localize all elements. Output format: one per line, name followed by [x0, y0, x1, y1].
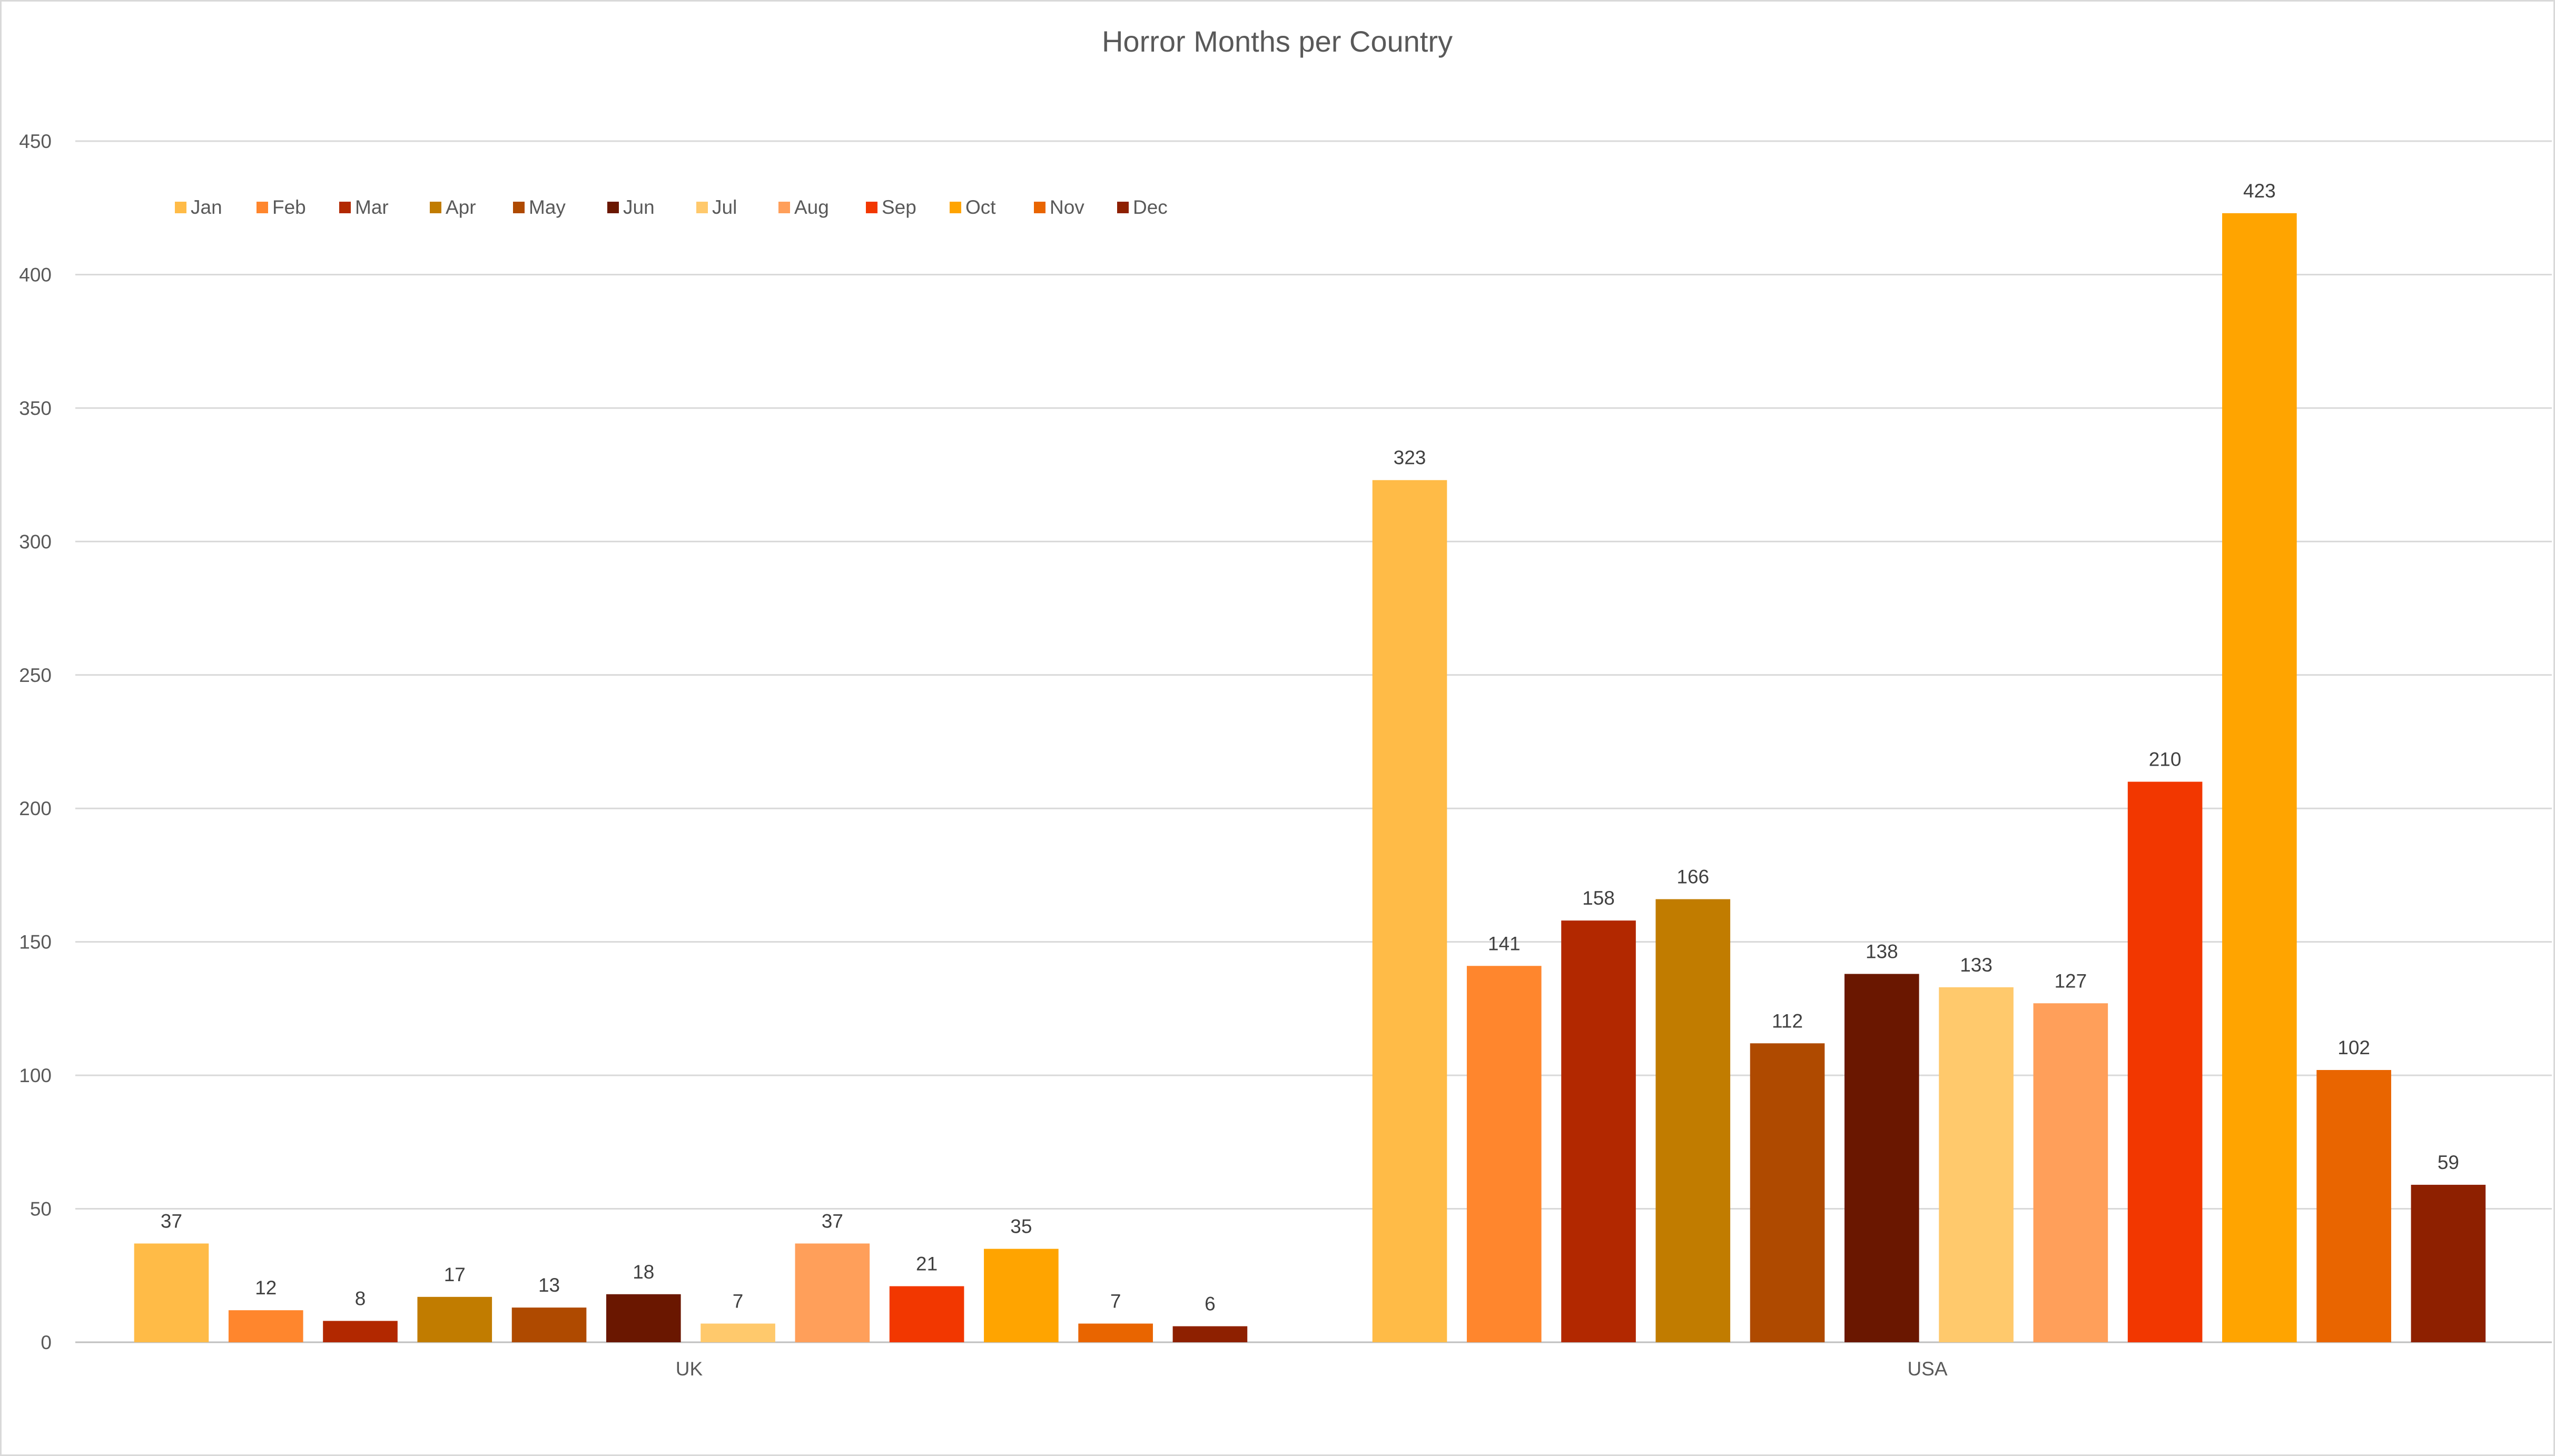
y-tick-label: 200: [19, 798, 52, 819]
bars: [134, 213, 2486, 1343]
data-label-uk-may: 13: [538, 1274, 560, 1296]
y-tick-label: 0: [41, 1332, 52, 1353]
data-label-uk-dec: 6: [1205, 1293, 1216, 1315]
bar-uk-mar: [323, 1321, 398, 1342]
data-label-uk-feb: 12: [255, 1277, 277, 1299]
bar-usa-feb: [1466, 966, 1542, 1342]
data-label-uk-jan: 37: [161, 1210, 182, 1232]
bar-uk-feb: [228, 1310, 303, 1342]
legend-swatch-feb: [257, 202, 268, 213]
y-tick-label: 250: [19, 665, 52, 686]
legend-label-jan: Jan: [191, 196, 222, 218]
legend-swatch-jan: [175, 202, 186, 213]
bar-usa-jul: [1939, 987, 2014, 1342]
data-label-usa-feb: 141: [1488, 933, 1521, 954]
legend: Jan Feb Mar Apr May Jun Jul Aug Sep Oct Nov Dec: [175, 196, 1168, 218]
legend-label-aug: Aug: [794, 196, 829, 218]
bar-uk-jan: [134, 1243, 209, 1342]
legend-label-oct: Oct: [965, 196, 996, 218]
bar-uk-apr: [417, 1296, 492, 1342]
legend-swatch-mar: [339, 202, 351, 213]
y-tick-label: 100: [19, 1065, 52, 1086]
data-label-usa-jul: 133: [1960, 954, 1992, 976]
data-label-uk-aug: 37: [822, 1210, 843, 1232]
data-label-usa-dec: 59: [2438, 1152, 2459, 1173]
category-label-uk: UK: [676, 1358, 703, 1380]
x-axis-categories: UK USA: [676, 1358, 1948, 1380]
data-label-usa-sep: 210: [2149, 749, 2182, 770]
bar-uk-jun: [606, 1294, 681, 1342]
data-label-usa-may: 112: [1772, 1010, 1803, 1032]
bar-usa-oct: [2222, 213, 2297, 1343]
data-label-uk-oct: 35: [1010, 1216, 1032, 1237]
bar-uk-aug: [795, 1243, 870, 1342]
legend-swatch-apr: [430, 202, 441, 213]
legend-swatch-may: [513, 202, 525, 213]
bar-usa-apr: [1655, 899, 1731, 1342]
legend-label-nov: Nov: [1050, 196, 1084, 218]
data-label-usa-jun: 138: [1866, 940, 1898, 962]
bar-usa-mar: [1561, 920, 1636, 1342]
legend-label-sep: Sep: [882, 196, 916, 218]
bar-usa-aug: [2033, 1003, 2108, 1342]
data-label-uk-apr: 17: [444, 1264, 466, 1285]
data-label-uk-jul: 7: [733, 1291, 744, 1312]
bar-uk-nov: [1078, 1323, 1153, 1342]
bar-uk-sep: [889, 1286, 964, 1342]
legend-label-dec: Dec: [1133, 196, 1168, 218]
y-tick-label: 400: [19, 264, 52, 285]
bar-uk-oct: [984, 1249, 1059, 1342]
bar-usa-jan: [1372, 480, 1447, 1342]
legend-label-jul: Jul: [712, 196, 737, 218]
legend-swatch-jul: [696, 202, 708, 213]
legend-swatch-aug: [778, 202, 790, 213]
legend-swatch-oct: [950, 202, 961, 213]
data-label-usa-nov: 102: [2337, 1037, 2370, 1058]
legend-swatch-dec: [1117, 202, 1129, 213]
bar-usa-dec: [2411, 1184, 2486, 1342]
data-label-uk-sep: 21: [916, 1253, 938, 1275]
y-tick-label: 450: [19, 131, 52, 152]
y-tick-label: 150: [19, 932, 52, 953]
data-label-usa-jan: 323: [1394, 447, 1426, 469]
legend-swatch-nov: [1034, 202, 1045, 213]
bar-usa-jun: [1844, 974, 1919, 1342]
legend-label-jun: Jun: [623, 196, 655, 218]
legend-label-may: May: [529, 196, 566, 218]
bar-usa-sep: [2127, 781, 2203, 1342]
data-labels: 37 12 8 17 13 18 7 37 21 35 7 6 323 141 158 166 112 138 13…: [161, 180, 2459, 1315]
legend-label-mar: Mar: [355, 196, 389, 218]
data-label-uk-nov: 7: [1110, 1291, 1121, 1312]
legend-label-apr: Apr: [446, 196, 476, 218]
legend-swatch-sep: [866, 202, 877, 213]
y-axis-ticks: 0 50 100 150 200 250 300 350 400 450: [19, 131, 52, 1353]
bar-usa-may: [1750, 1043, 1825, 1342]
bar-uk-dec: [1172, 1326, 1248, 1342]
y-tick-label: 300: [19, 531, 52, 552]
category-label-usa: USA: [1907, 1358, 1947, 1380]
bar-uk-may: [511, 1308, 587, 1342]
chart-title: Horror Months per Country: [1102, 25, 1453, 58]
data-label-usa-oct: 423: [2243, 180, 2276, 202]
legend-label-feb: Feb: [272, 196, 306, 218]
bar-usa-nov: [2316, 1069, 2391, 1342]
bar-uk-jul: [701, 1323, 775, 1342]
data-label-uk-mar: 8: [355, 1287, 366, 1309]
legend-swatch-jun: [607, 202, 619, 213]
data-label-uk-jun: 18: [633, 1261, 654, 1283]
data-label-usa-mar: 158: [1582, 887, 1615, 909]
y-tick-label: 50: [30, 1199, 52, 1220]
data-label-usa-aug: 127: [2054, 970, 2087, 992]
data-label-usa-apr: 166: [1676, 866, 1709, 888]
y-tick-label: 350: [19, 398, 52, 419]
